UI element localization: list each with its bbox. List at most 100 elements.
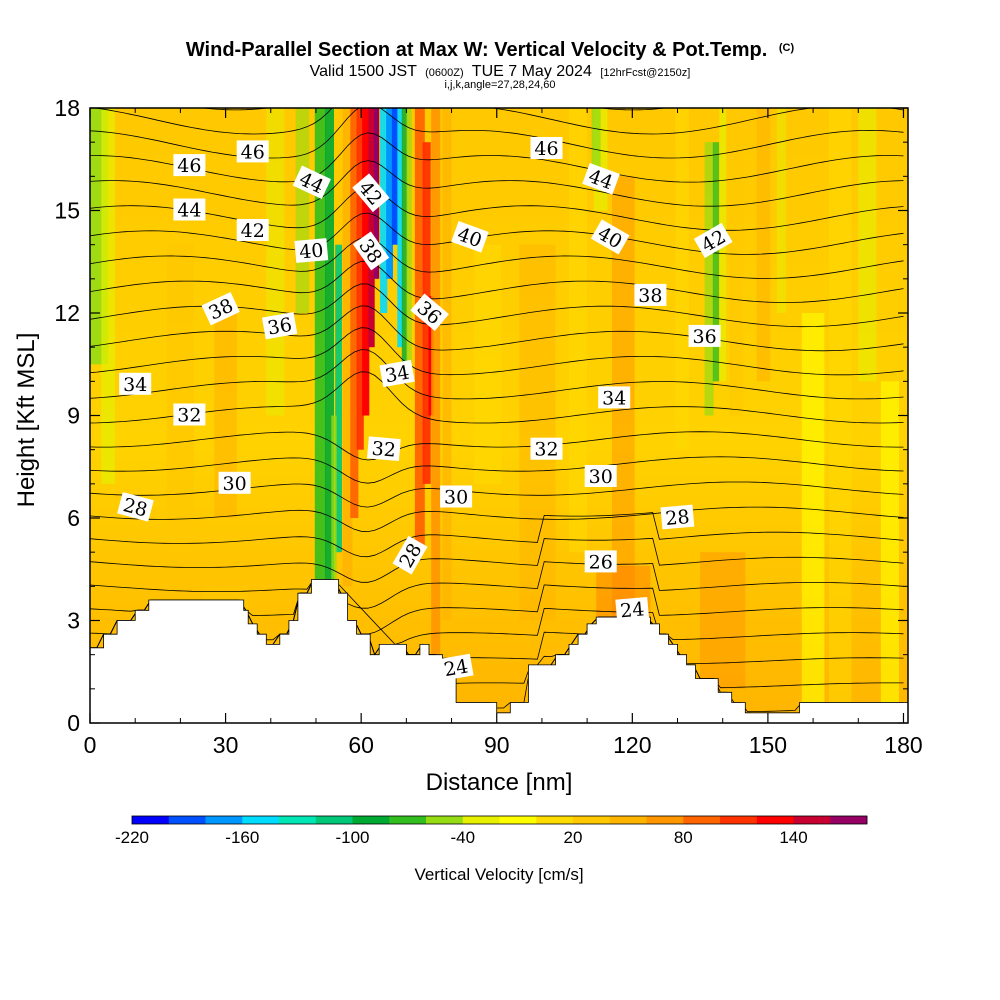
contour-label-box xyxy=(584,550,617,573)
velocity-band xyxy=(729,108,744,416)
contour-label-box xyxy=(590,219,630,255)
contour-label: 32 xyxy=(366,436,401,462)
theta-contour-line xyxy=(90,537,904,583)
contour-label-box xyxy=(584,465,617,487)
velocity-band xyxy=(356,108,364,450)
contour-label: 32 xyxy=(173,403,206,427)
colorbar-tick-label: -40 xyxy=(451,828,476,847)
velocity-band xyxy=(214,313,237,518)
contour-label-text: 24 xyxy=(619,598,645,622)
theta-contour-line xyxy=(90,237,904,279)
x-tick-label: 150 xyxy=(749,732,787,758)
contour-label-text: 32 xyxy=(534,439,558,461)
contour-label: 24 xyxy=(438,653,474,681)
theta-contour-line xyxy=(90,260,904,303)
theta-contour-line xyxy=(90,456,904,484)
theta-contour-line xyxy=(90,212,904,255)
velocity-band xyxy=(442,108,452,621)
contour-label-text: 36 xyxy=(266,314,294,340)
contour-label-box xyxy=(201,291,240,326)
y-tick-label: 9 xyxy=(67,403,80,429)
contour-label-text: 28 xyxy=(664,506,690,530)
velocity-band xyxy=(569,108,588,553)
colorbar-segment xyxy=(462,816,500,824)
colorbar-frame xyxy=(131,815,868,825)
colorbar-segment xyxy=(683,816,721,824)
contour-label-box xyxy=(615,596,650,622)
contour-label-box xyxy=(173,403,206,426)
velocity-band xyxy=(858,108,877,382)
contour-label: 46 xyxy=(173,154,206,177)
contour-label: 40 xyxy=(294,238,329,264)
contour-label-box xyxy=(352,173,390,213)
contour-label-box xyxy=(451,221,489,253)
velocity-band xyxy=(591,108,601,177)
theta-contour-line xyxy=(200,108,669,111)
theta-contour-line xyxy=(90,349,904,400)
colorbar-tick-label: -100 xyxy=(335,828,369,847)
contour-label: 34 xyxy=(598,386,631,409)
colorbar-segment xyxy=(132,816,169,824)
velocity-band xyxy=(756,108,771,382)
contour-label-box xyxy=(173,154,206,177)
colorbar-segment xyxy=(389,816,427,824)
subtitle-valid: Valid 1500 JST xyxy=(310,63,418,80)
contour-label: 30 xyxy=(440,485,473,509)
theta-contour-line xyxy=(90,327,904,376)
terrain-mask xyxy=(90,579,908,723)
contour-label: 34 xyxy=(379,359,415,388)
contour-label-text: 38 xyxy=(638,285,662,307)
contour-label-box xyxy=(392,535,428,575)
velocity-band xyxy=(401,108,408,365)
y-tick-label: 0 xyxy=(67,710,80,736)
contour-label-box xyxy=(236,140,269,163)
x-tick-label: 0 xyxy=(84,732,97,758)
contour-label-box xyxy=(236,219,269,241)
x-tick-label: 90 xyxy=(484,732,510,758)
velocity-band xyxy=(612,176,635,655)
contour-label: 46 xyxy=(236,140,269,163)
contour-label-text: 32 xyxy=(177,405,201,427)
theta-contour-line xyxy=(90,371,904,424)
chart-subtitle: Valid 1500 JST (0600Z) TUE 7 May 2024 [1… xyxy=(310,63,691,80)
contour-label-box xyxy=(366,436,401,462)
colorbar-segment xyxy=(426,816,463,824)
contour-label-box xyxy=(379,359,415,388)
contour-label-text: 46 xyxy=(241,141,265,163)
colorbar-tick-label: -160 xyxy=(225,828,259,847)
contour-label-text: 46 xyxy=(534,138,558,160)
colorbar-segment xyxy=(793,816,831,824)
chart-title-text: Wind-Parallel Section at Max W: Vertical… xyxy=(186,39,767,61)
velocity-band xyxy=(325,108,334,587)
x-tick-label: 120 xyxy=(613,732,651,758)
colorbar-segment xyxy=(830,816,868,824)
contour-label-box xyxy=(660,504,695,530)
contour-label: 40 xyxy=(451,221,489,253)
theta-contour-line xyxy=(90,431,904,461)
velocity-band xyxy=(776,108,786,313)
contour-label-text: 34 xyxy=(602,387,626,409)
velocity-band xyxy=(406,108,412,382)
contour-label-box xyxy=(530,437,563,460)
theta-contour-line xyxy=(90,561,904,609)
contour-label-text: 40 xyxy=(298,239,324,263)
velocity-band xyxy=(828,108,852,723)
contour-label-box xyxy=(634,283,667,306)
vertical-velocity-field xyxy=(90,108,899,723)
velocity-band xyxy=(474,244,502,484)
velocity-band xyxy=(704,142,714,416)
velocity-band xyxy=(368,108,375,348)
contour-label-box xyxy=(119,372,152,395)
colorbar: -220 -160 -100 -40 20 80 140 xyxy=(115,815,868,847)
subtitle-fcst: [12hrFcst@2150z] xyxy=(600,67,690,79)
chart-title-mark: (C) xyxy=(779,42,795,54)
colorbar-segment xyxy=(315,816,353,824)
colorbar-tick-label: 80 xyxy=(674,828,693,847)
theta-contour-line xyxy=(90,108,904,159)
velocity-band xyxy=(335,244,342,553)
contour-label-text: 46 xyxy=(177,155,201,177)
contour-label-box xyxy=(294,238,329,263)
colorbar-segment xyxy=(646,816,684,824)
contour-label-text: 34 xyxy=(123,374,147,396)
